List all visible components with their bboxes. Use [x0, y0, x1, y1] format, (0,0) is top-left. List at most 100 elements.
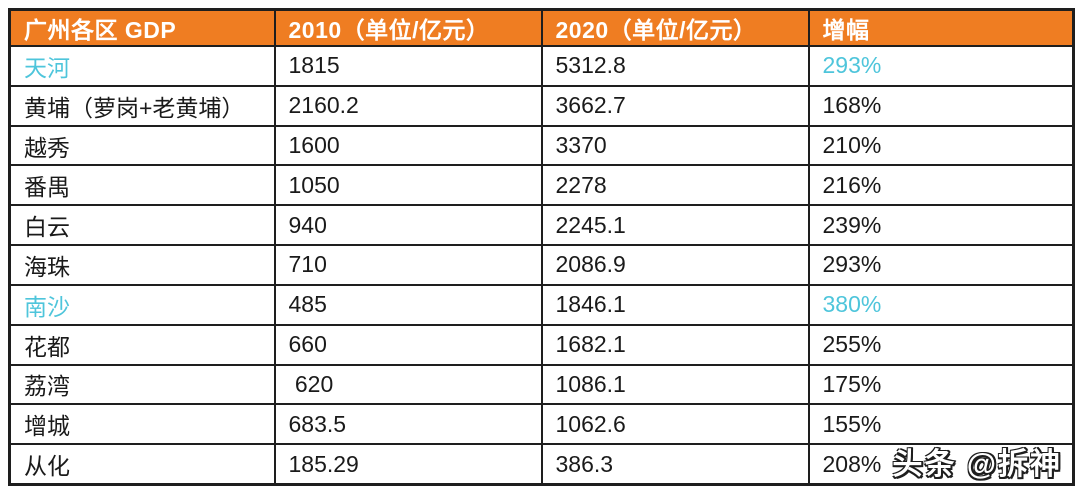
gdp-2020-value: 386.3 — [555, 450, 614, 477]
growth-value: 155% — [822, 410, 882, 437]
growth-cell: 210% — [807, 124, 1075, 167]
growth-value: 293% — [822, 52, 882, 79]
growth-cell: 255% — [807, 323, 1075, 366]
gdp-2010-value: 620 — [288, 370, 334, 397]
district-name: 番禺 — [24, 174, 70, 201]
growth-value: 168% — [822, 92, 882, 119]
gdp-2010-value: 1050 — [288, 171, 340, 198]
gdp-2020-value: 5312.8 — [555, 52, 626, 79]
district-name: 天河 — [24, 54, 70, 81]
gdp-table: 广州各区 GDP 2010（单位/亿元） 2020（单位/亿元） 增幅 天河 1… — [8, 8, 1075, 486]
gdp-2010-cell: 2160.2 — [273, 84, 543, 127]
district-name: 花都 — [24, 333, 70, 360]
gdp-2020-cell: 1682.1 — [540, 323, 810, 366]
growth-value: 380% — [822, 291, 882, 318]
gdp-2020-value: 1846.1 — [555, 291, 626, 318]
gdp-2020-cell: 3370 — [540, 124, 810, 167]
growth-value: 210% — [822, 132, 882, 159]
gdp-2020-value: 1086.1 — [555, 370, 626, 397]
gdp-2020-cell: 1062.6 — [540, 403, 810, 446]
gdp-2010-value: 1600 — [288, 132, 340, 159]
district-cell: 白云 — [8, 204, 276, 247]
growth-value: 239% — [822, 211, 882, 238]
header-district: 广州各区 GDP — [8, 8, 276, 47]
district-cell: 从化 — [8, 443, 276, 486]
growth-cell: 216% — [807, 164, 1075, 207]
table-row: 越秀 1600 3370 210% — [8, 124, 1075, 167]
gdp-2020-cell: 2278 — [540, 164, 810, 207]
district-name: 黄埔（萝岗+老黄埔） — [24, 94, 245, 121]
gdp-2010-cell: 1050 — [273, 164, 543, 207]
growth-cell: 293% — [807, 45, 1075, 87]
district-cell: 黄埔（萝岗+老黄埔） — [8, 84, 276, 127]
growth-value: 208% — [822, 450, 882, 477]
gdp-2010-cell: 185.29 — [273, 443, 543, 486]
gdp-2010-cell: 940 — [273, 204, 543, 247]
growth-cell: 155% — [807, 403, 1075, 446]
growth-value: 175% — [822, 370, 882, 397]
district-name: 荔湾 — [24, 373, 70, 400]
growth-cell: 208% — [807, 443, 1075, 486]
growth-cell: 293% — [807, 244, 1075, 286]
district-name: 增城 — [24, 413, 70, 440]
gdp-2010-cell: 485 — [273, 283, 543, 326]
gdp-2020-value: 3662.7 — [555, 92, 626, 119]
gdp-2010-value: 1815 — [288, 52, 340, 79]
gdp-2020-value: 2245.1 — [555, 211, 626, 238]
district-cell: 海珠 — [8, 244, 276, 286]
district-cell: 天河 — [8, 45, 276, 87]
gdp-2010-value: 485 — [288, 291, 327, 318]
gdp-2020-cell: 2086.9 — [540, 244, 810, 286]
gdp-2010-cell: 683.5 — [273, 403, 543, 446]
growth-cell: 239% — [807, 204, 1075, 247]
gdp-2010-value: 185.29 — [288, 450, 359, 477]
header-growth: 增幅 — [807, 8, 1075, 47]
gdp-2020-cell: 3662.7 — [540, 84, 810, 127]
district-cell: 越秀 — [8, 124, 276, 167]
gdp-2010-cell: 1600 — [273, 124, 543, 167]
growth-value: 293% — [822, 251, 882, 278]
gdp-2020-value: 2278 — [555, 171, 607, 198]
table-row: 荔湾 620 1086.1 175% — [8, 363, 1075, 406]
table-row: 花都 660 1682.1 255% — [8, 323, 1075, 366]
gdp-2010-value: 710 — [288, 251, 327, 278]
gdp-2010-value: 660 — [288, 331, 327, 358]
gdp-2020-cell: 5312.8 — [540, 45, 810, 87]
growth-cell: 175% — [807, 363, 1075, 406]
gdp-2010-cell: 620 — [273, 363, 543, 406]
table-row: 南沙 485 1846.1 380% — [8, 283, 1075, 326]
gdp-2020-value: 1062.6 — [555, 410, 626, 437]
table-row: 海珠 710 2086.9 293% — [8, 244, 1075, 286]
district-name: 越秀 — [24, 134, 70, 161]
table-row: 增城 683.5 1062.6 155% — [8, 403, 1075, 446]
growth-cell: 380% — [807, 283, 1075, 326]
header-gdp-2010: 2010（单位/亿元） — [273, 8, 543, 47]
district-cell: 南沙 — [8, 283, 276, 326]
district-cell: 增城 — [8, 403, 276, 446]
gdp-2020-cell: 2245.1 — [540, 204, 810, 247]
gdp-2020-value: 1682.1 — [555, 331, 626, 358]
gdp-2010-value: 683.5 — [288, 410, 347, 437]
gdp-2010-cell: 660 — [273, 323, 543, 366]
gdp-2010-cell: 1815 — [273, 45, 543, 87]
district-cell: 番禺 — [8, 164, 276, 207]
district-name: 从化 — [24, 453, 70, 480]
district-name: 海珠 — [24, 253, 70, 280]
growth-value: 216% — [822, 171, 882, 198]
gdp-2010-value: 940 — [288, 211, 327, 238]
district-cell: 荔湾 — [8, 363, 276, 406]
district-name: 南沙 — [24, 293, 70, 320]
gdp-2020-cell: 386.3 — [540, 443, 810, 486]
gdp-2020-cell: 1086.1 — [540, 363, 810, 406]
gdp-2020-value: 3370 — [555, 132, 607, 159]
table-row: 黄埔（萝岗+老黄埔） 2160.2 3662.7 168% — [8, 84, 1075, 127]
district-cell: 花都 — [8, 323, 276, 366]
table-row: 从化 185.29 386.3 208% — [8, 443, 1075, 486]
table-row: 番禺 1050 2278 216% — [8, 164, 1075, 207]
table-row: 白云 940 2245.1 239% — [8, 204, 1075, 247]
header-gdp-2020: 2020（单位/亿元） — [540, 8, 810, 47]
table-row: 天河 1815 5312.8 293% — [8, 45, 1075, 87]
growth-value: 255% — [822, 331, 882, 358]
district-name: 白云 — [24, 214, 70, 241]
